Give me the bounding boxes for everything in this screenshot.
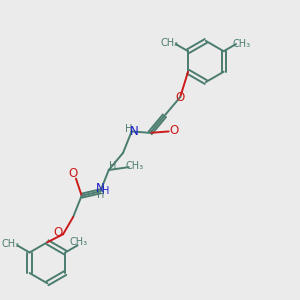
Text: CH₃: CH₃ [232, 39, 250, 49]
Text: O: O [176, 91, 185, 104]
Text: H: H [110, 161, 117, 171]
Text: N: N [130, 125, 138, 138]
Text: O: O [169, 124, 178, 136]
Text: H: H [124, 124, 132, 134]
Text: CH₃: CH₃ [160, 38, 178, 48]
Text: O: O [53, 226, 63, 239]
Text: H: H [97, 190, 104, 200]
Text: CH₃: CH₃ [2, 239, 20, 249]
Text: CH₃: CH₃ [70, 237, 88, 247]
Text: CH₃: CH₃ [126, 161, 144, 171]
Text: O: O [68, 167, 78, 180]
Text: N: N [96, 182, 105, 195]
Text: H: H [102, 186, 110, 196]
